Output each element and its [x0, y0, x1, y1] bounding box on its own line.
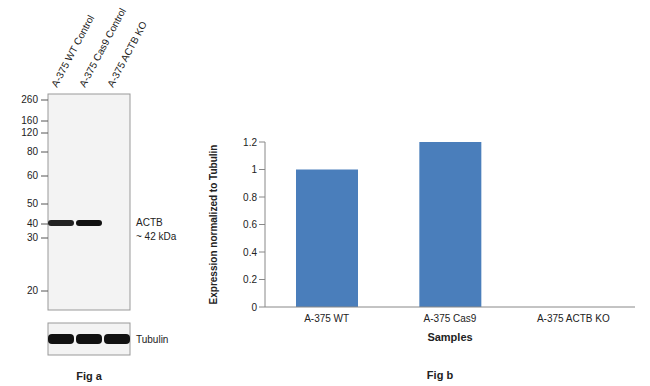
svg-text:80: 80 — [27, 146, 39, 157]
svg-text:0.4: 0.4 — [243, 247, 257, 258]
svg-text:A-375 ACTB KO: A-375 ACTB KO — [105, 19, 149, 89]
svg-text:Fig a: Fig a — [76, 370, 103, 382]
svg-text:0.2: 0.2 — [243, 274, 257, 285]
svg-text:ACTB: ACTB — [136, 217, 163, 228]
svg-text:Tubulin: Tubulin — [136, 334, 168, 345]
svg-text:Expression normalized to Tubul: Expression normalized to Tubulin — [208, 145, 219, 305]
svg-text:1.2: 1.2 — [243, 137, 257, 148]
svg-text:160: 160 — [21, 115, 38, 126]
svg-text:A-375 ACTB KO: A-375 ACTB KO — [537, 313, 610, 324]
svg-text:50: 50 — [27, 198, 39, 209]
svg-text:40: 40 — [27, 218, 39, 229]
svg-text:1: 1 — [251, 164, 257, 175]
svg-text:A-375 Cas9 Control: A-375 Cas9 Control — [77, 6, 128, 89]
svg-text:A-375 WT Control: A-375 WT Control — [49, 13, 97, 89]
svg-text:0: 0 — [251, 302, 257, 313]
svg-text:60: 60 — [27, 170, 39, 181]
svg-text:260: 260 — [21, 94, 38, 105]
svg-text:120: 120 — [21, 127, 38, 138]
html-text:Fig b: Fig b — [426, 369, 454, 381]
svg-text:20: 20 — [27, 285, 39, 296]
svg-text:0.6: 0.6 — [243, 219, 257, 230]
svg-text:Samples: Samples — [427, 331, 472, 343]
svg-text:30: 30 — [27, 232, 39, 243]
svg-text:A-375 Cas9: A-375 Cas9 — [424, 313, 477, 324]
svg-text:~ 42 kDa: ~ 42 kDa — [136, 231, 177, 242]
svg-text:0.8: 0.8 — [243, 192, 257, 203]
svg-text:A-375 WT: A-375 WT — [304, 313, 349, 324]
